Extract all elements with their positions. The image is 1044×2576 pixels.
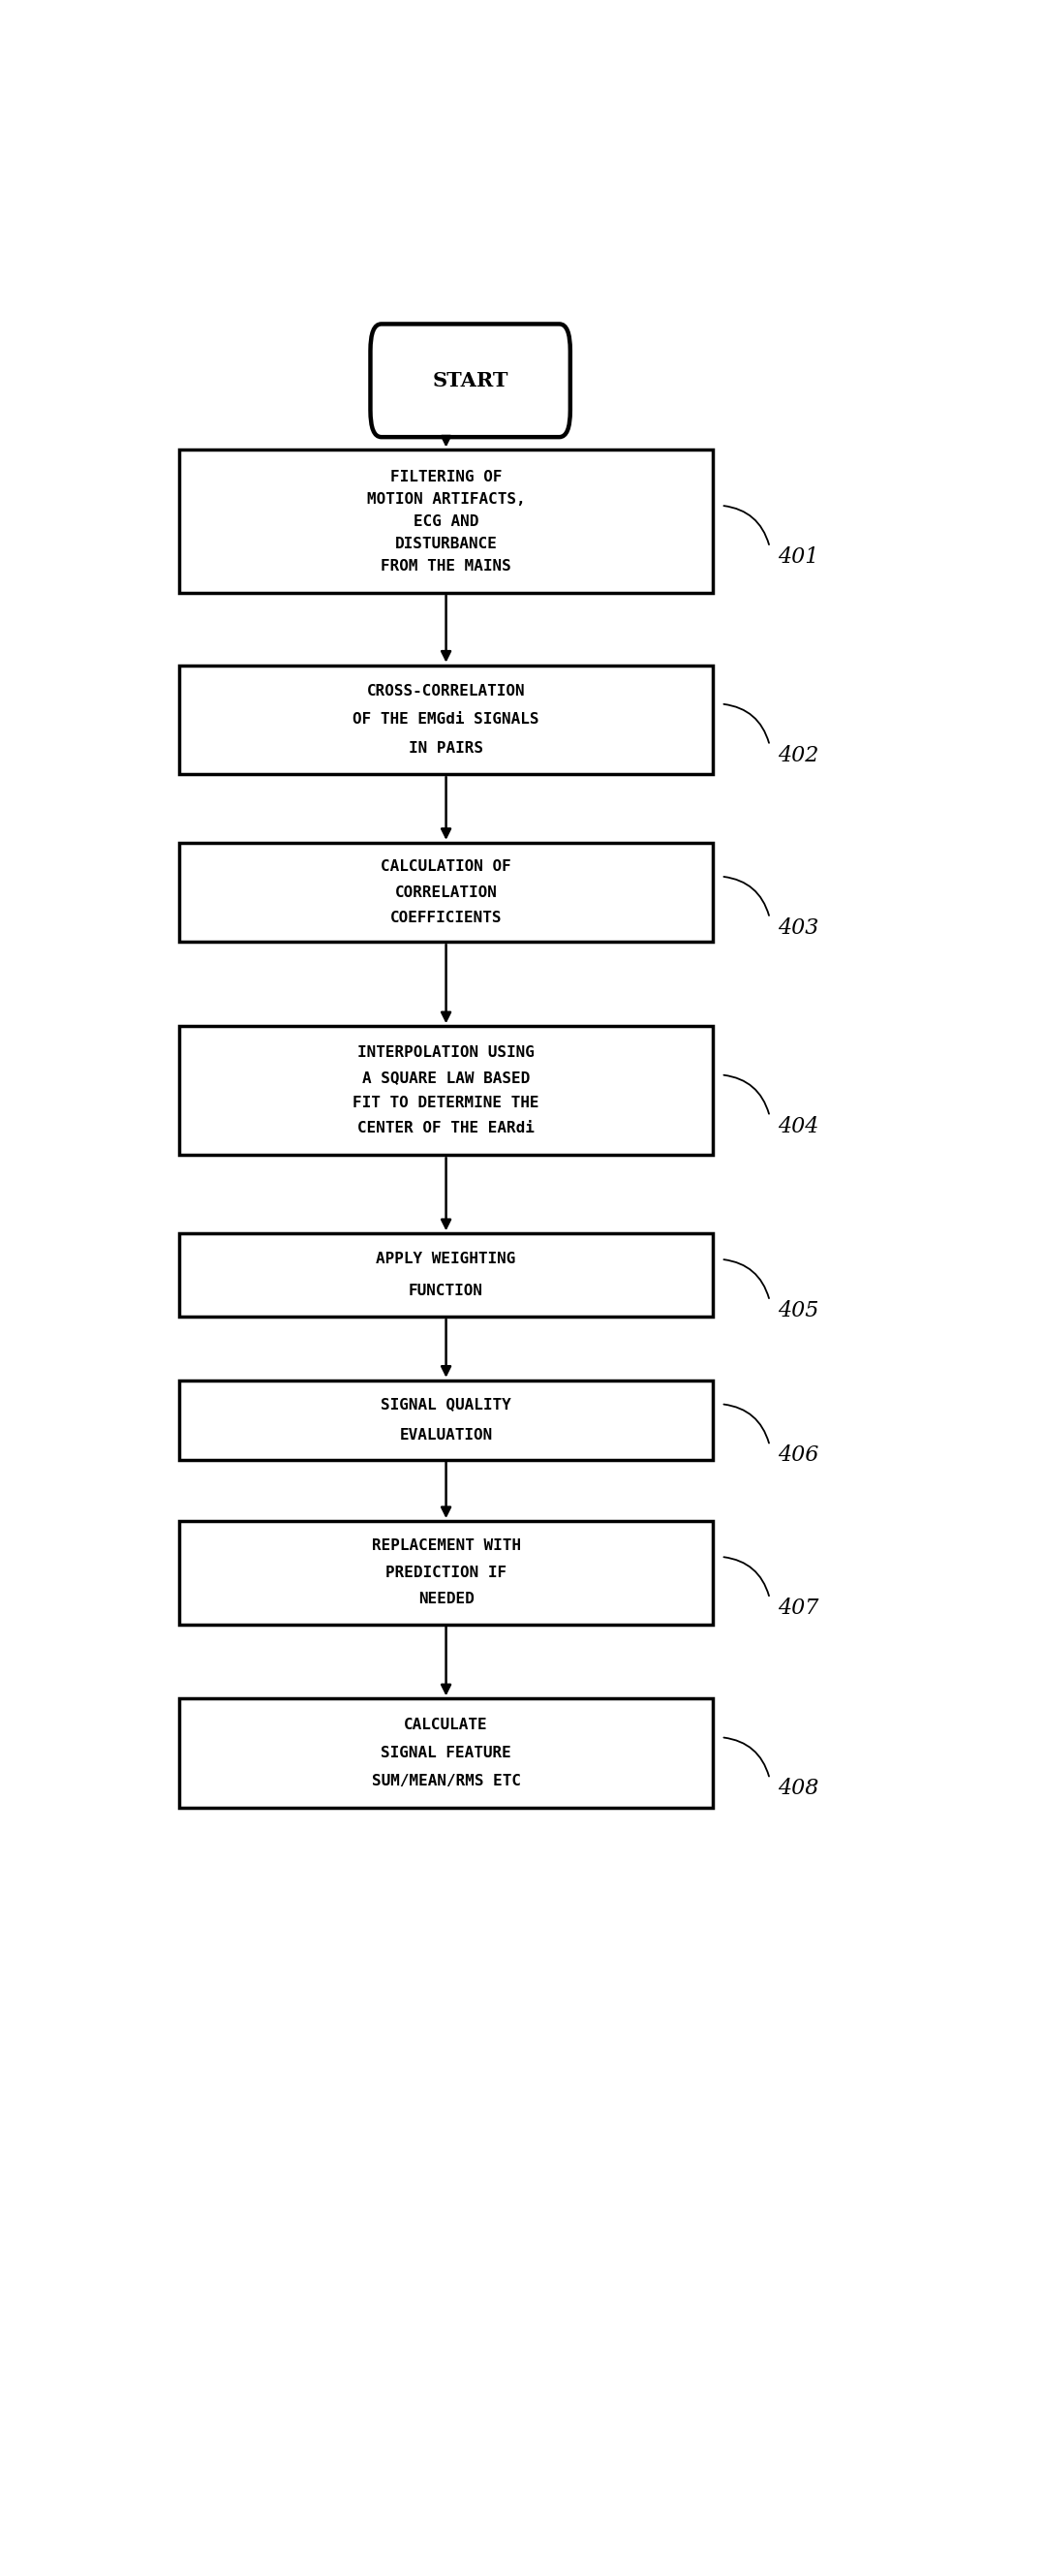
Text: 405: 405 xyxy=(778,1301,818,1321)
Text: FUNCTION: FUNCTION xyxy=(409,1283,483,1298)
Bar xyxy=(180,665,713,775)
Bar xyxy=(180,1520,713,1625)
Text: 403: 403 xyxy=(778,917,818,938)
Text: OF THE EMGdi SIGNALS: OF THE EMGdi SIGNALS xyxy=(353,714,540,726)
Text: CALCULATION OF: CALCULATION OF xyxy=(381,860,512,873)
Text: EVALUATION: EVALUATION xyxy=(400,1427,493,1443)
Bar xyxy=(180,1698,713,1808)
Text: 407: 407 xyxy=(778,1597,818,1618)
Bar xyxy=(180,1381,713,1461)
Text: CENTER OF THE EARdi: CENTER OF THE EARdi xyxy=(357,1121,535,1136)
Text: INTERPOLATION USING: INTERPOLATION USING xyxy=(357,1046,535,1061)
Text: 408: 408 xyxy=(778,1777,818,1801)
Bar xyxy=(180,842,713,943)
Text: ECG AND: ECG AND xyxy=(413,515,478,528)
Text: PREDICTION IF: PREDICTION IF xyxy=(385,1566,506,1579)
Bar xyxy=(180,1025,713,1154)
Text: START: START xyxy=(432,371,508,389)
Text: FROM THE MAINS: FROM THE MAINS xyxy=(381,559,512,574)
Text: REPLACEMENT WITH: REPLACEMENT WITH xyxy=(372,1538,521,1553)
Text: A SQUARE LAW BASED: A SQUARE LAW BASED xyxy=(362,1072,530,1084)
Bar xyxy=(180,451,713,592)
Text: CROSS-CORRELATION: CROSS-CORRELATION xyxy=(366,685,525,698)
Text: DISTURBANCE: DISTURBANCE xyxy=(395,536,497,551)
Text: FILTERING OF: FILTERING OF xyxy=(390,469,502,484)
Text: SIGNAL FEATURE: SIGNAL FEATURE xyxy=(381,1747,512,1759)
Text: MOTION ARTIFACTS,: MOTION ARTIFACTS, xyxy=(366,492,525,507)
Text: 404: 404 xyxy=(778,1115,818,1136)
Text: CORRELATION: CORRELATION xyxy=(395,886,497,899)
Text: 402: 402 xyxy=(778,744,818,765)
Text: CALCULATE: CALCULATE xyxy=(404,1718,488,1731)
FancyBboxPatch shape xyxy=(371,325,570,438)
Text: SIGNAL QUALITY: SIGNAL QUALITY xyxy=(381,1396,512,1412)
Text: SUM/MEAN/RMS ETC: SUM/MEAN/RMS ETC xyxy=(372,1775,521,1788)
Text: 406: 406 xyxy=(778,1445,818,1466)
Text: APPLY WEIGHTING: APPLY WEIGHTING xyxy=(376,1252,516,1267)
Text: IN PAIRS: IN PAIRS xyxy=(409,742,483,755)
Text: NEEDED: NEEDED xyxy=(418,1592,474,1607)
Text: 401: 401 xyxy=(778,546,818,567)
Text: COEFFICIENTS: COEFFICIENTS xyxy=(390,912,502,925)
Text: FIT TO DETERMINE THE: FIT TO DETERMINE THE xyxy=(353,1095,540,1110)
Bar xyxy=(180,1234,713,1316)
